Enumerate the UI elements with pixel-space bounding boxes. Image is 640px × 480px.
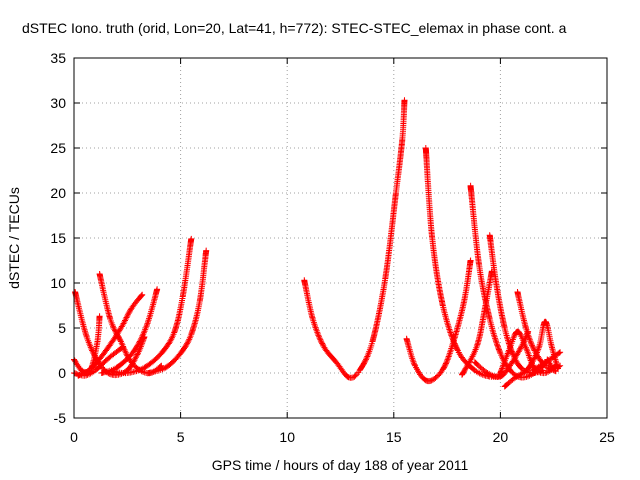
data-series-arc [544,356,564,372]
y-tick-label: 30 [50,95,66,111]
grid-layer [74,58,607,418]
data-series-arc [403,257,474,385]
data-series-arc [98,286,161,376]
plus-markers [459,268,495,378]
data-series-arc [514,289,559,375]
plus-markers [471,328,532,380]
data-series-arc [459,268,495,378]
y-tick-label: -5 [54,410,67,426]
y-tick-label: 35 [50,50,66,66]
y-tick-label: 0 [58,365,66,381]
data-series-arc [471,328,532,380]
y-tick-label: 10 [50,275,66,291]
plot-frame [73,57,608,419]
data-series-arc [301,97,408,381]
y-tick-label: 25 [50,140,66,156]
plus-markers [544,356,564,372]
plus-markers [514,289,559,375]
plus-markers [422,145,504,380]
y-tick-label: 15 [50,230,66,246]
plus-markers [98,286,161,376]
y-tick-label: 5 [58,320,66,336]
plus-markers [145,247,210,376]
y-axis-label: dSTEC / TECUs [6,187,22,289]
data-series-arc [145,247,210,376]
x-tick-label: 20 [493,429,509,445]
y-tick-label: 20 [50,185,66,201]
data-series-arc [422,145,504,380]
x-tick-label: 10 [279,429,295,445]
x-axis-label: GPS time / hours of day 188 of year 2011 [212,457,469,473]
plus-markers [403,257,474,385]
data-layer [71,97,564,390]
x-tick-label: 5 [177,429,185,445]
plus-markers [301,97,408,381]
chart-title: dSTEC Iono. truth (orid, Lon=20, Lat=41,… [22,20,567,36]
plus-markers [109,235,195,377]
x-tick-label: 0 [70,429,78,445]
x-tick-label: 15 [386,429,402,445]
data-series-arc [109,235,195,377]
x-tick-label: 25 [599,429,615,445]
